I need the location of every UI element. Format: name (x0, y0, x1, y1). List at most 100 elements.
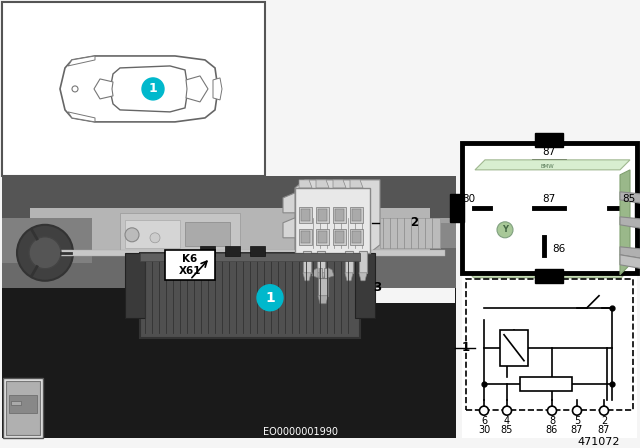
Text: 2: 2 (410, 216, 418, 229)
Bar (185, 222, 230, 246)
Polygon shape (350, 180, 363, 188)
Polygon shape (283, 193, 295, 213)
Bar (165, 250, 215, 280)
Bar (350, 207, 363, 223)
Circle shape (497, 222, 513, 238)
Bar (125, 220, 180, 248)
Text: 86: 86 (552, 244, 566, 254)
Bar (359, 251, 367, 273)
Bar (310, 218, 370, 248)
Polygon shape (295, 180, 380, 253)
Circle shape (150, 233, 160, 243)
Bar (345, 251, 353, 273)
Polygon shape (213, 78, 222, 100)
Polygon shape (620, 255, 640, 270)
Bar (301, 231, 310, 243)
FancyBboxPatch shape (472, 167, 623, 278)
Polygon shape (303, 273, 311, 281)
Bar (319, 268, 322, 278)
Text: EO0000001990: EO0000001990 (262, 426, 337, 437)
Text: 1: 1 (265, 291, 275, 305)
Bar (295, 188, 370, 253)
Bar (2, 176, 456, 218)
Bar (2, 2, 265, 176)
Bar (120, 213, 240, 253)
Polygon shape (328, 268, 334, 278)
Bar (11, 401, 21, 405)
Bar (2, 176, 456, 223)
Text: BMW: BMW (540, 164, 554, 169)
Text: 87: 87 (542, 147, 556, 157)
Bar (333, 207, 346, 223)
FancyBboxPatch shape (478, 168, 637, 287)
Text: 30: 30 (463, 194, 476, 204)
Circle shape (573, 406, 582, 415)
Polygon shape (283, 218, 295, 238)
Polygon shape (110, 66, 188, 112)
Bar (301, 209, 310, 221)
Bar (30, 250, 445, 256)
Polygon shape (359, 273, 367, 281)
Polygon shape (620, 170, 630, 275)
Circle shape (125, 228, 139, 242)
Circle shape (502, 406, 511, 415)
Bar (466, 279, 633, 409)
Bar (462, 275, 637, 438)
Bar (30, 208, 430, 253)
Text: 2: 2 (601, 416, 607, 426)
Bar (316, 229, 329, 245)
Bar (270, 176, 455, 303)
Text: 85: 85 (501, 425, 513, 435)
Bar (140, 253, 360, 261)
Circle shape (257, 285, 283, 311)
Polygon shape (317, 273, 325, 281)
Bar (299, 207, 312, 223)
Text: 87: 87 (571, 425, 583, 435)
Text: 86: 86 (546, 425, 558, 435)
Text: 5: 5 (574, 416, 580, 426)
Polygon shape (318, 296, 328, 304)
Circle shape (17, 225, 73, 281)
Bar (535, 133, 563, 147)
Bar (380, 218, 440, 248)
Circle shape (29, 237, 61, 269)
Bar (324, 268, 327, 278)
Text: 6: 6 (481, 416, 487, 426)
Text: 4: 4 (504, 416, 510, 426)
Text: 8: 8 (549, 416, 555, 426)
Text: 3: 3 (373, 281, 381, 294)
Bar (462, 143, 637, 273)
Bar (2, 218, 92, 263)
Bar (9, 395, 37, 413)
Bar (500, 330, 528, 366)
Polygon shape (68, 112, 95, 122)
Text: 1: 1 (148, 82, 157, 95)
Bar (200, 246, 215, 256)
Bar (317, 251, 325, 273)
Text: Y: Y (502, 225, 508, 234)
Polygon shape (620, 192, 640, 205)
Polygon shape (345, 273, 353, 281)
Bar (333, 229, 346, 245)
Polygon shape (94, 79, 113, 99)
Bar (355, 253, 375, 318)
Circle shape (547, 406, 557, 415)
Polygon shape (620, 247, 640, 260)
Polygon shape (68, 56, 95, 66)
Bar (535, 269, 563, 283)
Circle shape (142, 78, 164, 100)
Bar (250, 246, 265, 256)
Text: 87: 87 (542, 194, 556, 204)
Bar (225, 246, 240, 256)
Polygon shape (316, 180, 329, 188)
Bar (455, 0, 640, 303)
Bar (316, 207, 329, 223)
Polygon shape (186, 76, 208, 102)
Text: 30: 30 (478, 425, 490, 435)
Bar (6, 381, 40, 435)
Polygon shape (333, 180, 346, 188)
Bar (352, 231, 361, 243)
Polygon shape (299, 180, 312, 188)
Bar (2, 176, 456, 248)
Bar (140, 253, 360, 338)
